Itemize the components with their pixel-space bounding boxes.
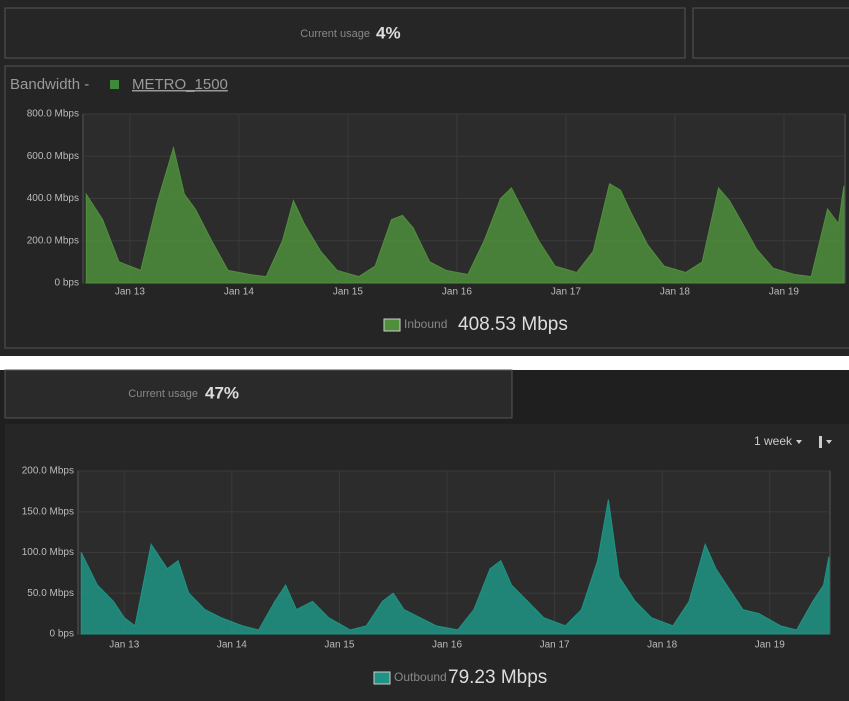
y-tick-label: 0 bps bbox=[50, 629, 74, 640]
x-tick-label: Jan 13 bbox=[109, 640, 139, 651]
usage-box bbox=[692, 7, 849, 59]
x-tick-label: Jan 15 bbox=[324, 640, 354, 651]
menu-caret bbox=[796, 440, 802, 444]
usage-value: 4% bbox=[376, 23, 401, 42]
y-tick-label: 50.0 Mbps bbox=[27, 588, 74, 599]
usage-box bbox=[4, 369, 513, 419]
x-tick-label: Jan 16 bbox=[442, 287, 472, 298]
y-tick-label: 0 bps bbox=[55, 278, 79, 289]
legend-swatch bbox=[373, 671, 391, 685]
usage-label: Current usage bbox=[128, 388, 198, 400]
menu-caret bbox=[826, 440, 832, 444]
x-tick-label: Jan 18 bbox=[647, 640, 677, 651]
chart-panel bbox=[4, 65, 849, 349]
menu-icon[interactable] bbox=[819, 436, 822, 448]
y-tick-label: 150.0 Mbps bbox=[22, 506, 74, 517]
legend-swatch bbox=[383, 318, 401, 332]
y-tick-label: 100.0 Mbps bbox=[22, 547, 74, 558]
y-tick-label: 600.0 Mbps bbox=[27, 151, 79, 162]
range-menu[interactable]: 1 week bbox=[754, 434, 793, 448]
y-tick-label: 200.0 Mbps bbox=[27, 235, 79, 246]
x-tick-label: Jan 13 bbox=[115, 287, 145, 298]
x-tick-label: Jan 15 bbox=[333, 287, 363, 298]
x-tick-label: Jan 14 bbox=[217, 640, 247, 651]
x-tick-label: Jan 16 bbox=[432, 640, 462, 651]
x-tick-label: Jan 19 bbox=[755, 640, 785, 651]
usage-value: 47% bbox=[205, 383, 239, 402]
x-tick-label: Jan 19 bbox=[769, 287, 799, 298]
legend-label: Outbound bbox=[394, 670, 447, 684]
device-link[interactable]: METRO_1500 bbox=[132, 76, 228, 93]
legend-value: 408.53 Mbps bbox=[458, 314, 568, 335]
area bbox=[85, 145, 845, 284]
x-tick-label: Jan 18 bbox=[660, 287, 690, 298]
y-tick-label: 400.0 Mbps bbox=[27, 193, 79, 204]
area bbox=[80, 499, 830, 635]
x-tick-label: Jan 14 bbox=[224, 287, 254, 298]
legend-label: Inbound bbox=[404, 317, 447, 331]
device-icon bbox=[110, 80, 119, 89]
y-tick-label: 800.0 Mbps bbox=[27, 109, 79, 120]
x-tick-label: Jan 17 bbox=[540, 640, 570, 651]
usage-box bbox=[4, 7, 686, 59]
y-tick-label: 200.0 Mbps bbox=[22, 466, 74, 477]
legend-value: 79.23 Mbps bbox=[448, 667, 547, 688]
usage-label: Current usage bbox=[300, 28, 370, 40]
panel-title: Bandwidth - bbox=[10, 76, 89, 93]
x-tick-label: Jan 17 bbox=[551, 287, 581, 298]
